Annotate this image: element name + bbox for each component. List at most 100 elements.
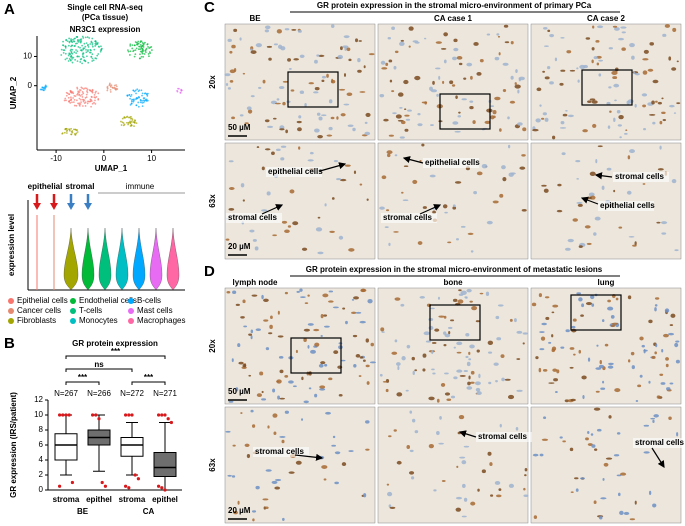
nucleus [385, 388, 389, 393]
nucleus [437, 296, 440, 300]
inset-box [287, 71, 339, 108]
nucleus [359, 91, 366, 93]
nucleus [586, 196, 592, 200]
nucleus [635, 400, 639, 402]
nucleus [321, 79, 325, 83]
nucleus [430, 307, 435, 310]
nucleus [274, 102, 281, 105]
nucleus [663, 333, 669, 338]
umap-point [44, 85, 47, 88]
nucleus [242, 199, 245, 202]
nucleus [387, 153, 391, 158]
nucleus [492, 200, 499, 204]
nucleus [428, 318, 434, 322]
umap-point [93, 101, 95, 104]
nucleus [539, 104, 542, 107]
nucleus [417, 123, 423, 127]
umap-point [79, 94, 82, 97]
nucleus [270, 315, 273, 319]
nucleus [499, 423, 502, 428]
outlier [100, 480, 104, 485]
umap-point [135, 104, 138, 107]
nucleus [265, 347, 270, 351]
nucleus [255, 328, 261, 331]
umap-point [76, 86, 79, 89]
nucleus [284, 229, 290, 234]
nucleus [242, 299, 246, 304]
umap-point [68, 93, 71, 96]
umap-point [43, 87, 45, 90]
nucleus [454, 130, 461, 133]
nucleus [655, 100, 658, 103]
umap-point [133, 99, 135, 102]
nucleus [255, 43, 262, 48]
nucleus [280, 145, 287, 148]
significance-bracket [65, 368, 133, 372]
nucleus [367, 299, 373, 304]
nucleus [279, 125, 285, 130]
nucleus [231, 358, 234, 363]
nucleus [455, 238, 459, 241]
nucleus [365, 112, 371, 118]
nucleus [565, 109, 568, 112]
chart-title: GR protein expression [72, 339, 158, 348]
nucleus [643, 49, 649, 54]
umap-point [86, 102, 89, 105]
nucleus [486, 33, 491, 36]
umap-point [81, 91, 84, 93]
nucleus [388, 435, 392, 438]
arrow [580, 196, 599, 205]
nucleus [489, 462, 493, 466]
nucleus [669, 382, 674, 385]
box [120, 437, 144, 457]
nucleus [252, 238, 257, 242]
nucleus [304, 102, 307, 108]
nucleus [453, 376, 458, 380]
nucleus [321, 75, 327, 79]
nucleus [539, 453, 544, 457]
nucleus [279, 397, 285, 400]
outlier [160, 486, 164, 490]
nucleus [403, 79, 409, 85]
column-label: bone [443, 278, 463, 287]
nucleus [621, 31, 626, 34]
umap-point [134, 53, 137, 56]
nucleus [338, 88, 346, 91]
nucleus [581, 303, 585, 308]
nucleus [509, 318, 513, 322]
nucleus [470, 250, 474, 253]
nucleus [228, 160, 234, 163]
nucleus [247, 109, 253, 114]
nucleus [385, 62, 389, 67]
nucleus [317, 134, 323, 139]
nucleus [277, 310, 280, 315]
nucleus [237, 500, 240, 505]
umap-point [90, 96, 93, 98]
nucleus [543, 188, 549, 193]
umap-point [109, 91, 112, 93]
nucleus [284, 28, 290, 31]
nucleus [443, 344, 447, 347]
nucleus [648, 490, 652, 495]
nucleus [562, 440, 566, 443]
nucleus [603, 462, 609, 467]
nucleus [396, 460, 402, 465]
umap-point [86, 90, 88, 93]
box [54, 433, 78, 461]
nucleus [433, 489, 437, 492]
nucleus [513, 318, 517, 323]
umap-point [91, 88, 94, 91]
nucleus [301, 418, 304, 421]
nucleus [670, 313, 676, 318]
nucleus [239, 114, 244, 117]
umap-point [70, 50, 73, 53]
violin [98, 227, 112, 291]
umap-point [90, 49, 92, 52]
nucleus [300, 296, 306, 299]
significance-bracket [131, 381, 166, 385]
nucleus [629, 42, 635, 48]
umap-point [150, 46, 153, 48]
nucleus [495, 494, 502, 498]
umap-point [66, 40, 69, 43]
nucleus [276, 98, 280, 101]
